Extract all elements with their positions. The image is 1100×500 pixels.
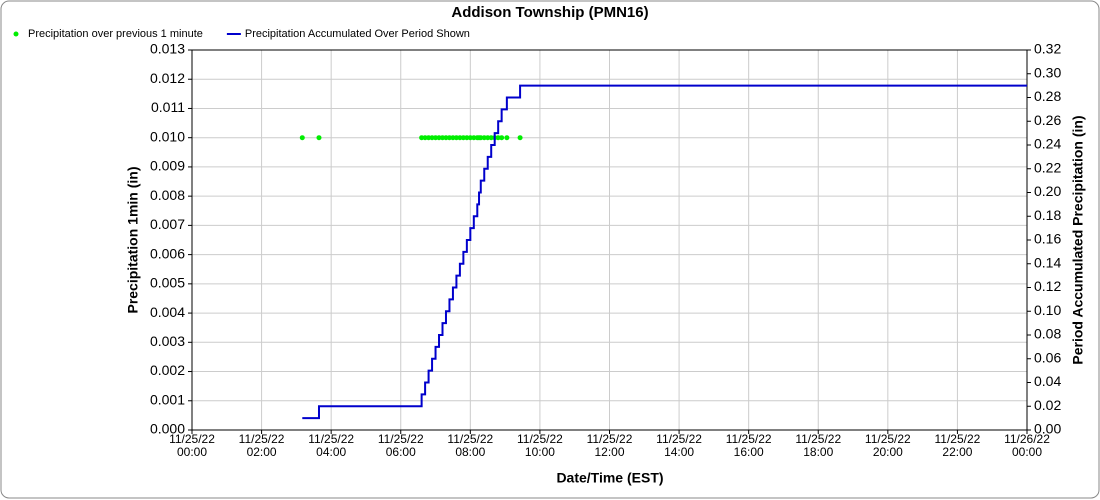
y-tick-label: 0.013	[150, 41, 185, 57]
data-point	[495, 135, 501, 141]
y2-tick-label: 0.02	[1034, 397, 1061, 413]
y-tick-label: 0.003	[150, 333, 185, 349]
data-point	[426, 135, 432, 141]
y-tick-label: 0.011	[151, 99, 185, 115]
y-tick-label: 0.000	[150, 421, 185, 437]
y2-tick-label: 0.32	[1034, 41, 1061, 57]
x-tick-label: 11/25/22 04:00	[308, 432, 355, 459]
y2-axis-title: Period Accumulated Precipitation (in)	[1070, 115, 1086, 364]
y2-tick-label: 0.16	[1034, 231, 1061, 247]
data-point	[504, 135, 510, 141]
data-point	[457, 135, 463, 141]
y-tick-label: 0.006	[150, 245, 185, 261]
y2-tick-label: 0.12	[1034, 278, 1061, 294]
legend-label: Precipitation over previous 1 minute	[28, 28, 203, 40]
data-point	[450, 135, 456, 141]
x-tick-label: 11/25/22 02:00	[238, 432, 285, 459]
legend-label: Precipitation Accumulated Over Period Sh…	[245, 28, 470, 40]
x-axis-title: Date/Time (EST)	[556, 470, 663, 486]
data-point	[453, 135, 459, 141]
x-tick-label: 11/25/22 14:00	[656, 432, 702, 459]
data-point	[440, 135, 445, 141]
data-point	[446, 135, 452, 141]
y-tick-label: 0.004	[150, 304, 185, 320]
data-point	[460, 135, 466, 141]
y2-tick-label: 0.14	[1034, 254, 1061, 270]
data-point	[481, 135, 487, 141]
accumulation-line	[302, 84, 1027, 420]
x-tick-label: 11/25/22 08:00	[447, 432, 494, 459]
y-tick-label: 0.005	[150, 275, 185, 291]
data-point	[499, 135, 505, 141]
data-point	[478, 135, 484, 141]
y-axis-title: Precipitation 1min (in)	[125, 166, 141, 313]
data-point	[429, 135, 435, 141]
data-point	[433, 135, 439, 141]
y2-tick-label: 0.04	[1034, 373, 1061, 389]
data-point	[517, 135, 523, 141]
data-point	[464, 135, 470, 141]
y2-tick-label: 0.26	[1034, 112, 1061, 128]
y-tick-label: 0.009	[150, 158, 185, 174]
x-tick-label: 11/25/22 10:00	[516, 432, 563, 459]
chart-title: Addison Township (PMN16)	[451, 4, 648, 21]
data-point	[488, 135, 494, 141]
x-tick-label: 11/25/22 18:00	[795, 432, 842, 459]
x-tick-label: 11/25/22 06:00	[377, 432, 424, 459]
y-tick-label: 0.007	[150, 216, 185, 232]
y2-tick-label: 0.22	[1034, 159, 1061, 175]
data-point	[471, 135, 477, 141]
y2-tick-label: 0.08	[1034, 326, 1061, 342]
x-tick-label: 11/25/22 12:00	[586, 432, 633, 459]
y-tick-label: 0.002	[150, 362, 185, 378]
y-tick-label: 0.012	[150, 70, 185, 86]
y-tick-label: 0.001	[150, 391, 185, 407]
y2-tick-label: 0.30	[1034, 64, 1061, 80]
y2-tick-label: 0.24	[1034, 136, 1061, 152]
data-point	[467, 135, 473, 141]
data-point	[299, 135, 305, 141]
y2-tick-label: 0.20	[1034, 183, 1061, 199]
y2-tick-label: 0.28	[1034, 88, 1061, 104]
data-point	[419, 135, 425, 141]
legend-marker	[13, 31, 19, 37]
y-tick-label: 0.008	[150, 187, 185, 203]
y-tick-label: 0.010	[150, 128, 185, 144]
y2-tick-label: 0.00	[1034, 421, 1061, 437]
data-point	[316, 135, 322, 141]
y2-tick-label: 0.10	[1034, 302, 1061, 318]
x-tick-label: 11/25/22 22:00	[934, 432, 981, 459]
x-tick-label: 11/25/22 00:00	[169, 432, 215, 459]
plot-border	[191, 49, 1028, 431]
data-point	[443, 135, 449, 141]
x-tick-label: 11/25/22 16:00	[725, 432, 772, 459]
y2-tick-label: 0.18	[1034, 207, 1061, 223]
data-point	[485, 135, 491, 141]
x-tick-label: 11/26/22 00:00	[1004, 432, 1050, 459]
data-point	[422, 135, 428, 141]
data-point	[436, 135, 442, 141]
x-tick-label: 11/25/22 20:00	[864, 432, 911, 459]
y2-tick-label: 0.06	[1034, 349, 1061, 365]
